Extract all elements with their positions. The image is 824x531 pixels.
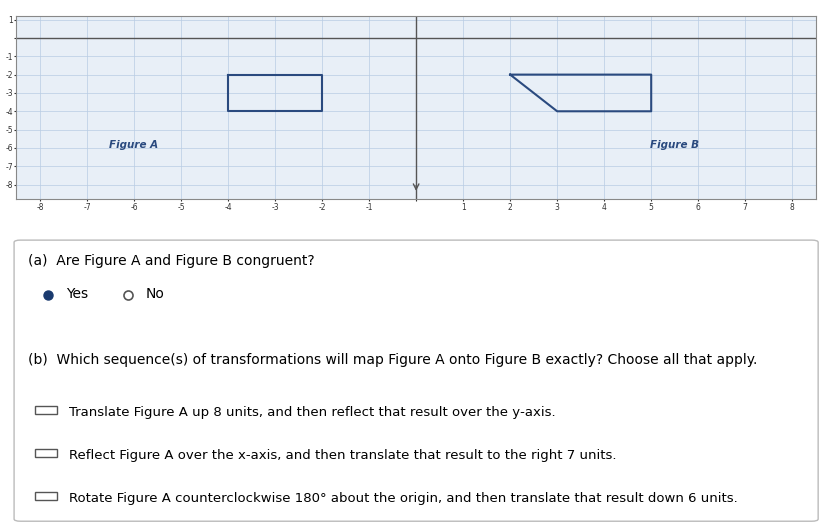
Text: (b)  Which sequence(s) of transformations will map Figure A onto Figure B exactl: (b) Which sequence(s) of transformations… — [29, 353, 758, 367]
Text: Reflect Figure A over the x‑axis, and then translate that result to the right 7 : Reflect Figure A over the x‑axis, and th… — [69, 449, 616, 462]
Text: Translate Figure A up 8 units, and then reflect that result over the y‑axis.: Translate Figure A up 8 units, and then … — [69, 406, 556, 419]
Text: Figure A: Figure A — [110, 140, 158, 150]
FancyBboxPatch shape — [35, 492, 57, 500]
FancyBboxPatch shape — [35, 406, 57, 414]
Text: (a)  Are Figure A and Figure B congruent?: (a) Are Figure A and Figure B congruent? — [29, 253, 315, 268]
FancyBboxPatch shape — [35, 449, 57, 457]
Text: Figure B: Figure B — [650, 140, 700, 150]
FancyBboxPatch shape — [14, 240, 818, 521]
Text: No: No — [146, 287, 165, 301]
Text: Rotate Figure A counterclockwise 180° about the origin, and then translate that : Rotate Figure A counterclockwise 180° ab… — [69, 492, 738, 506]
Text: Yes: Yes — [66, 287, 88, 301]
